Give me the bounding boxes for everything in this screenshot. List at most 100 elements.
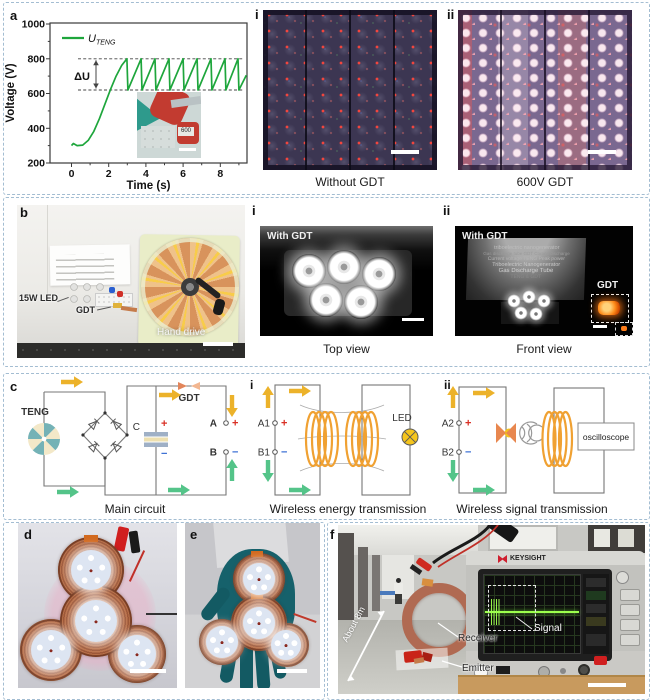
scope-button xyxy=(620,604,640,616)
caption-front-view: Front view xyxy=(516,342,572,356)
wst-flow-arrows xyxy=(447,386,495,496)
scale-bar xyxy=(588,150,616,154)
menu-row xyxy=(586,591,606,600)
led-board xyxy=(206,626,238,658)
panel-e-label: e xyxy=(190,527,198,542)
y-tick-labels: 1000 800 600 400 200 xyxy=(22,19,46,170)
panel-midi-label: i xyxy=(252,203,256,218)
menu-row xyxy=(586,604,606,613)
inset-scale-bar xyxy=(179,148,196,151)
panel-b-label: b xyxy=(20,205,28,220)
wet-wires xyxy=(274,384,411,496)
coil-tape xyxy=(251,551,263,557)
svg-text:600: 600 xyxy=(27,88,45,100)
terminal-b xyxy=(223,449,229,455)
signal-waves xyxy=(519,421,543,445)
signal-coil xyxy=(541,410,574,468)
led-cross xyxy=(403,430,417,444)
black-clip xyxy=(128,530,141,554)
coil-tape xyxy=(251,593,263,599)
overlay-with-gdt: With GDT xyxy=(462,231,508,242)
red-wire xyxy=(293,612,317,624)
cardboard-box xyxy=(458,675,645,694)
scale-bar xyxy=(130,669,166,673)
terminal-a xyxy=(223,420,229,426)
window-slit xyxy=(594,529,610,547)
small-lamp xyxy=(529,307,543,321)
caption-without-gdt: Without GDT xyxy=(315,175,385,189)
led-lamp xyxy=(292,254,326,288)
oscilloscope-box xyxy=(577,422,635,451)
gdt-bowtie xyxy=(496,423,516,443)
photo-coil-led-array xyxy=(18,523,177,688)
gdt-mini-glow xyxy=(621,326,627,331)
photo-led-array-600v-gdt xyxy=(458,10,632,170)
small-lamp xyxy=(514,306,528,320)
annotation-gdt: GDT xyxy=(76,305,95,315)
cap-plus: + xyxy=(161,418,167,430)
panel-ci-label: i xyxy=(250,378,253,392)
window-frame-dark xyxy=(588,525,645,553)
terminal-a2-label: A2 xyxy=(442,419,455,430)
gdt-label: GDT xyxy=(178,393,199,404)
oscilloscope-brand: KEYSIGHT xyxy=(510,555,546,562)
svg-text:6: 6 xyxy=(180,168,186,180)
panel-f-label: f xyxy=(330,527,335,542)
wet-flow-arrows xyxy=(262,385,311,496)
b2-minus: − xyxy=(465,447,471,459)
receiver-label: Receiver xyxy=(458,633,498,644)
led-label: LED xyxy=(392,413,411,424)
terminal-a-label: A xyxy=(210,419,217,430)
screen-menu xyxy=(583,574,609,654)
scope-button xyxy=(620,619,640,631)
component-red xyxy=(117,291,123,297)
terminal-a1-label: A1 xyxy=(258,419,271,430)
hall-door xyxy=(358,547,368,617)
led-lamp xyxy=(309,283,343,317)
y-axis-label: Voltage (V) xyxy=(5,63,17,122)
caption-main-circuit: Main circuit xyxy=(105,502,166,516)
circuit-diagrams: c TENG xyxy=(10,376,635,516)
green-trace xyxy=(485,611,579,613)
chart-inset-photo: 600 xyxy=(137,92,201,158)
panel-d-label: d xyxy=(24,527,32,542)
svg-text:400: 400 xyxy=(27,123,45,135)
annotation-hand-drive: Hand drive xyxy=(157,327,206,338)
led-lamp xyxy=(362,257,396,291)
x-tick-labels: 0 2 4 6 8 xyxy=(69,168,224,180)
svg-text:1000: 1000 xyxy=(22,19,46,31)
emitter-label: Emitter xyxy=(462,663,494,674)
menu-row xyxy=(586,634,606,646)
annotation-overlay xyxy=(347,525,533,682)
capacitor-label: C xyxy=(133,422,140,433)
keysight-logo-icon xyxy=(498,555,507,563)
terminal-a2 xyxy=(456,420,462,426)
photo-led-array-without-gdt xyxy=(263,10,437,170)
led-board xyxy=(243,607,275,639)
led-board xyxy=(75,600,117,642)
uteng-trace xyxy=(70,57,248,147)
signal-burst xyxy=(491,599,501,625)
scope-button xyxy=(620,634,640,646)
scale-bar xyxy=(593,325,607,328)
person-silhouette xyxy=(393,578,405,606)
oscilloscope-label: oscilloscope xyxy=(583,432,630,442)
signal-dashed-box xyxy=(488,585,536,631)
led-board xyxy=(71,550,111,590)
blue-cart xyxy=(380,591,395,595)
svg-text:2: 2 xyxy=(106,168,112,180)
gdt-glow xyxy=(598,301,620,315)
led-board xyxy=(118,635,156,673)
a1-plus: + xyxy=(281,418,287,430)
gdt-symbol xyxy=(178,382,200,390)
panel-c-label: c xyxy=(10,379,17,394)
window-slit xyxy=(618,529,634,547)
circuit-nodes xyxy=(81,411,129,460)
inset-dotted-panel xyxy=(141,126,175,148)
caption-wireless-signal: Wireless signal transmission xyxy=(456,502,607,516)
gdt-inset-box xyxy=(591,294,629,323)
svg-text:0: 0 xyxy=(69,168,75,180)
board-divider xyxy=(544,10,546,170)
terminal-b2 xyxy=(456,449,462,455)
teng-disc-symbol xyxy=(28,423,60,455)
